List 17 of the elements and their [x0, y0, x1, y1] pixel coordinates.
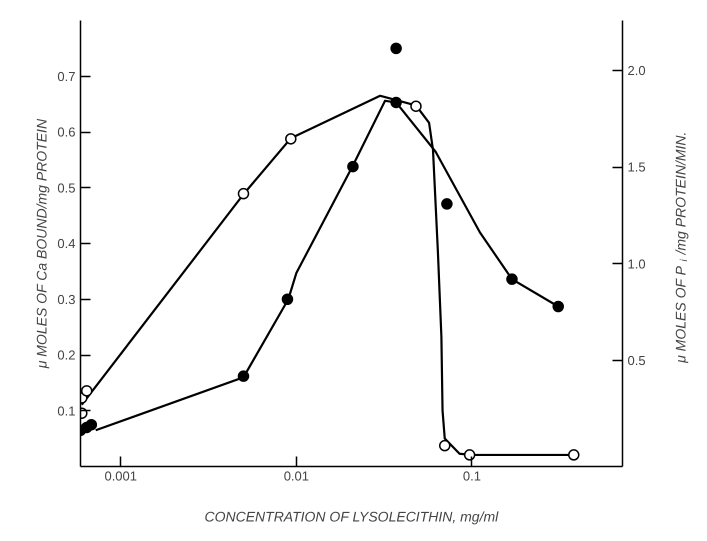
y-tick-label: 0.6	[57, 124, 76, 140]
y2-tick-label: 2.0	[628, 63, 646, 78]
x-tick-label: 0.01	[284, 468, 310, 484]
y-tick-label: 0.4	[57, 236, 76, 251]
y-tick-label: 0.3	[57, 292, 76, 307]
x-axis-title: CONCENTRATION OF LYSOLECITHIN, mg/ml	[204, 508, 500, 524]
y-tick-label: 0.1	[57, 403, 76, 418]
x-tick-label: 0.001	[104, 468, 138, 484]
x-tick-label: 0.1	[462, 468, 481, 484]
y-tick-label: 0.2	[57, 348, 76, 362]
y-tick-label: 0.7	[57, 68, 76, 84]
y2-tick-label: 1.5	[628, 160, 646, 175]
y-tick-label: 0.5	[57, 180, 76, 196]
y2-tick-label: 0.5	[628, 352, 646, 368]
y2-axis-title: μ MOLES OF Pi /mg PROTEIN/MIN.	[672, 132, 690, 364]
y-axis-title: μ MOLES OF Ca BOUND/mg PROTEIN	[33, 118, 50, 370]
y2-tick-label: 1.0	[628, 256, 646, 272]
